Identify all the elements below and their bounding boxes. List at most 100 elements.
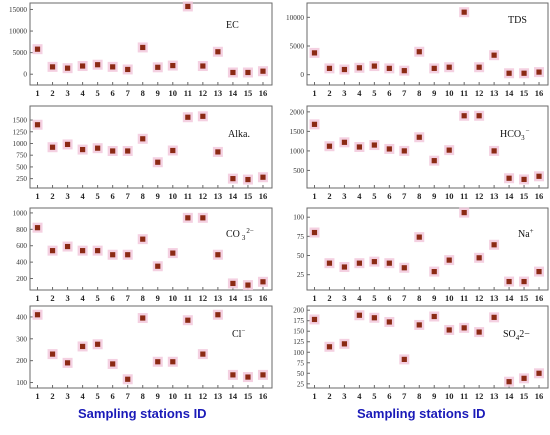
co3-data-point	[64, 243, 71, 250]
alka-x-tick-label: 3	[65, 191, 69, 201]
x-axis-title-left: Sampling stations ID	[78, 406, 207, 421]
tds-data-point	[356, 65, 362, 71]
co3-data-point	[200, 215, 206, 221]
tds-data-point	[341, 66, 348, 73]
alka-data-point	[49, 144, 56, 150]
ec-data-point	[95, 62, 101, 68]
na-x-tick-label: 11	[460, 293, 468, 303]
hco3-x-tick-label: 9	[432, 191, 436, 201]
cl-data-point	[95, 341, 101, 347]
tds-x-tick-label: 16	[535, 88, 544, 98]
co3-x-tick-label: 10	[169, 293, 178, 303]
na-data-point	[446, 257, 452, 263]
hco3-x-tick-label: 2	[327, 191, 331, 201]
hco3-x-tick-label: 11	[460, 191, 468, 201]
hco3-parameter-label: HCO3−	[500, 127, 530, 142]
so4-data-point	[536, 370, 542, 376]
co3-data-point	[260, 279, 266, 285]
co3-plot-frame	[29, 207, 273, 291]
so4-data-point	[506, 379, 512, 385]
alka-data-point	[200, 113, 206, 119]
tds-x-tick-label: 1	[312, 88, 316, 98]
cl-data-point	[64, 360, 71, 366]
ec-data-point	[155, 64, 161, 70]
so4-x-tick-label: 10	[445, 391, 454, 401]
ec-x-tick-label: 16	[259, 88, 268, 98]
cl-x-tick-label: 2	[50, 391, 54, 401]
hco3-y-tick-label: 500	[293, 167, 304, 175]
so4-y-tick-label: 200	[293, 307, 304, 315]
na-x-tick-label: 10	[445, 293, 454, 303]
co3-y-tick-label: 400	[16, 259, 27, 267]
so4-x-tick-label: 2	[327, 391, 331, 401]
alka-y-tick-label: 500	[16, 163, 27, 171]
co3-parameter-label: CO 32−	[226, 227, 254, 242]
hco3-data-point	[401, 148, 407, 154]
so4-data-point	[371, 315, 377, 321]
co3-data-point	[34, 225, 41, 231]
so4-data-point	[521, 375, 527, 381]
co3-x-tick-label: 12	[199, 293, 208, 303]
tds-x-tick-label: 14	[505, 88, 514, 98]
cl-data-point	[200, 351, 206, 357]
cl-y-tick-label: 200	[16, 357, 27, 365]
cl-x-tick-label: 9	[156, 391, 160, 401]
hco3-data-point	[416, 134, 422, 140]
alka-x-tick-label: 13	[214, 191, 223, 201]
ec-y-tick-label: 15000	[9, 6, 27, 14]
cl-x-tick-label: 15	[244, 391, 253, 401]
cl-x-tick-label: 14	[229, 391, 238, 401]
alka-x-tick-label: 2	[50, 191, 54, 201]
hco3-data-point	[371, 142, 377, 148]
ec-x-tick-label: 7	[126, 88, 131, 98]
so4-x-tick-label: 7	[402, 391, 407, 401]
co3-x-tick-label: 13	[214, 293, 223, 303]
ec-plot-frame	[29, 2, 273, 86]
ec-x-tick-label: 5	[96, 88, 100, 98]
ec-y-tick-label: 0	[23, 71, 27, 79]
cl-data-point	[80, 343, 86, 350]
so4-x-tick-label: 5	[372, 391, 376, 401]
co3-x-tick-label: 9	[156, 293, 160, 303]
na-parameter-label: Na+	[518, 227, 534, 240]
na-x-tick-label: 8	[417, 293, 421, 303]
ec-data-point	[170, 62, 176, 69]
so4-data-point	[416, 322, 422, 328]
so4-x-tick-label: 13	[490, 391, 499, 401]
tds-data-point	[506, 70, 512, 76]
so4-x-tick-label: 14	[505, 391, 514, 401]
tds-x-tick-label: 12	[475, 88, 484, 98]
tds-x-tick-label: 3	[342, 88, 346, 98]
tds-plot-frame	[306, 2, 549, 86]
na-x-tick-label: 1	[312, 293, 316, 303]
tds-data-point	[461, 9, 467, 15]
tds-y-tick-label: 5000	[290, 43, 305, 51]
tds-x-tick-label: 10	[445, 88, 454, 98]
so4-data-point	[446, 327, 452, 333]
ec-x-tick-label: 4	[80, 88, 85, 98]
so4-data-point	[326, 344, 333, 350]
alka-data-point	[215, 149, 221, 155]
so4-data-point	[401, 356, 407, 363]
tds-data-point	[371, 63, 377, 69]
ec-data-point	[200, 63, 206, 69]
na-data-point	[536, 269, 542, 275]
co3-data-point	[245, 282, 251, 288]
hco3-data-point	[536, 173, 542, 179]
co3-data-point	[95, 248, 101, 254]
ec-y-tick-label: 10000	[9, 28, 27, 36]
tds-x-tick-label: 4	[357, 88, 362, 98]
alka-data-point	[245, 176, 251, 183]
alka-x-tick-label: 9	[156, 191, 160, 201]
so4-x-tick-label: 16	[535, 391, 544, 401]
so4-parameter-label: SO42−	[503, 329, 530, 342]
hco3-x-tick-label: 15	[520, 191, 529, 201]
so4-x-tick-label: 11	[460, 391, 468, 401]
alka-data-point	[80, 146, 86, 153]
na-data-point	[326, 260, 333, 266]
alka-x-tick-label: 1	[35, 191, 39, 201]
tds-y-tick-label: 10000	[286, 14, 304, 22]
co3-y-tick-label: 800	[16, 226, 27, 234]
so4-data-point	[431, 313, 437, 320]
